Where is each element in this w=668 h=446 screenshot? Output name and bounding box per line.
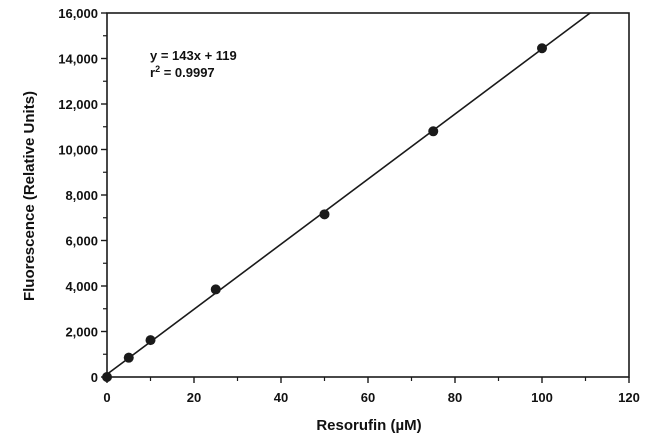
data-point bbox=[428, 126, 439, 137]
data-point bbox=[537, 43, 547, 54]
x-tick-label: 0 bbox=[103, 390, 110, 405]
data-point bbox=[210, 284, 221, 295]
data-point bbox=[123, 352, 134, 363]
y-tick-label: 12,000 bbox=[58, 97, 98, 112]
data-point bbox=[145, 335, 156, 346]
x-tick-label: 20 bbox=[187, 390, 201, 405]
y-tick-label: 2,000 bbox=[65, 325, 98, 340]
fit-equation-label: y = 143x + 119 bbox=[150, 48, 237, 63]
y-tick-label: 14,000 bbox=[58, 52, 98, 67]
x-axis: 0 20 40 60 80 100 120 bbox=[103, 377, 640, 405]
r-squared-prefix: r bbox=[150, 65, 155, 80]
y-tick-label: 6,000 bbox=[65, 234, 98, 249]
r-squared-superscript: 2 bbox=[155, 64, 160, 74]
r-squared-value: = 0.9997 bbox=[160, 65, 215, 80]
y-tick-label: 16,000 bbox=[58, 6, 98, 21]
y-tick-label: 10,000 bbox=[58, 143, 98, 158]
data-points bbox=[102, 43, 547, 382]
x-axis-title: Resorufin (µM) bbox=[316, 417, 421, 434]
y-tick-label: 8,000 bbox=[65, 188, 98, 203]
x-tick-label: 60 bbox=[361, 390, 375, 405]
y-tick-label: 4,000 bbox=[65, 279, 98, 294]
y-axis: 0 2,000 4,000 6,000 8,000 10,000 12,000 14,000 1… bbox=[58, 6, 107, 385]
y-tick-label: 0 bbox=[91, 370, 98, 385]
fit-line bbox=[106, 12, 591, 375]
data-point bbox=[319, 209, 330, 220]
r-squared-label: r2 = 0.9997 bbox=[150, 64, 215, 80]
x-tick-label: 80 bbox=[448, 390, 462, 405]
x-tick-label: 100 bbox=[531, 390, 553, 405]
data-point bbox=[102, 372, 112, 382]
fit-line-layer bbox=[106, 12, 591, 375]
x-tick-label: 120 bbox=[618, 390, 640, 405]
y-axis-title: Fluorescence (Relative Units) bbox=[21, 91, 38, 301]
x-tick-label: 40 bbox=[274, 390, 288, 405]
